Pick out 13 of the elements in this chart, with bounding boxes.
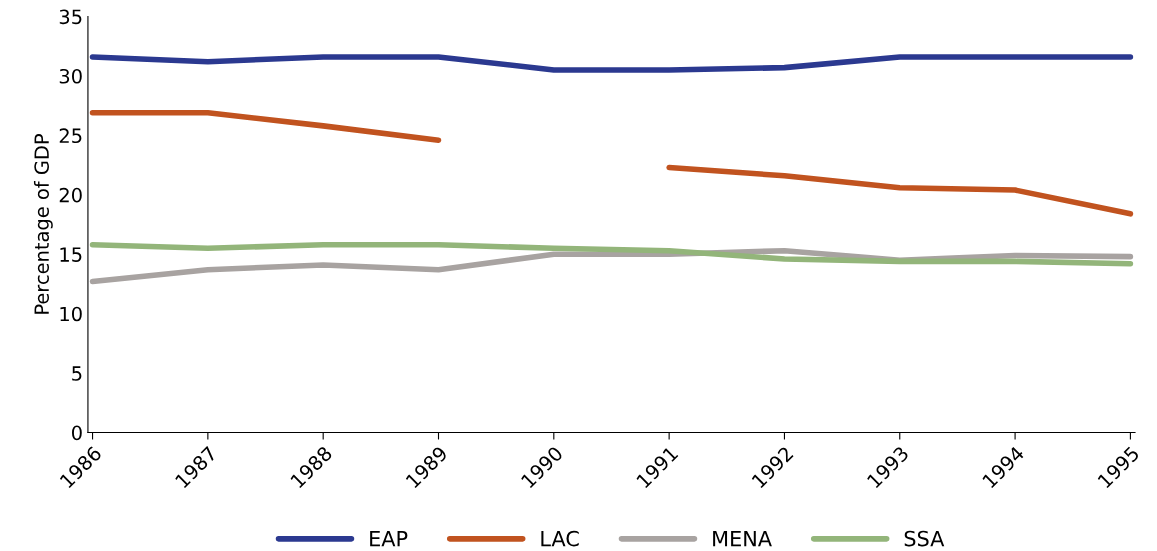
legend-label: EAP [370,530,408,547]
y-tick-label: 15 [60,247,82,262]
legend-label: LAC [541,530,579,547]
y-tick-label: 30 [59,68,82,84]
y-tick-label: 5 [72,366,82,381]
y-tick-label: 0 [71,425,82,441]
y-tick-label: 25 [59,128,82,144]
y-axis-title: Percentage of GDP [33,134,53,314]
y-tick-label: 20 [59,187,82,203]
y-tick-label: 10 [60,306,82,322]
legend-label: MENA [713,530,772,547]
legend-label: SSA [904,530,945,547]
y-tick-label: 35 [59,9,82,25]
